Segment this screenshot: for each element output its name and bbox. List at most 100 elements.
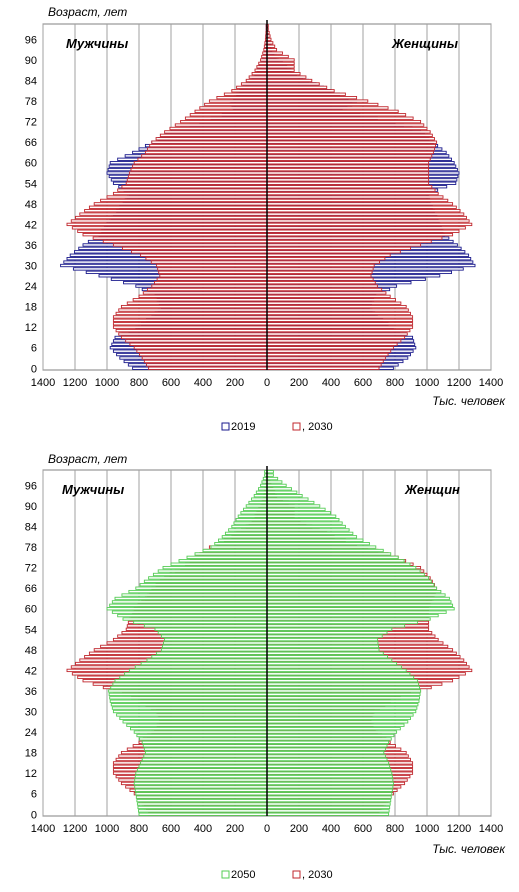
x-tick-label: 1400: [31, 823, 55, 835]
x-tick-label: 400: [322, 823, 340, 835]
y-tick-label: 42: [25, 665, 37, 677]
y-tick-label: 54: [25, 624, 37, 636]
bar-female-2030-age-66: [266, 140, 438, 144]
bar-female-2050-age-66: [266, 586, 438, 590]
y-tick-label: 18: [25, 302, 37, 314]
bar-female-2030-age-89: [266, 61, 295, 66]
bar-male-2030-age-58: [130, 167, 268, 172]
bar-female-2030-age-41: [266, 226, 466, 230]
bar-female-2030-age-82: [266, 85, 328, 90]
bar-male-2050-age-41: [124, 672, 268, 676]
bar-female-2030-age-61: [266, 157, 431, 161]
bar-male-2050-age-35: [108, 692, 268, 697]
bar-female-2030-age-26: [266, 277, 374, 281]
bar-female-2050-age-5: [266, 795, 392, 799]
bar-male-2050-age-45: [146, 658, 268, 662]
bar-male-2030-age-57: [128, 171, 268, 175]
y-tick-label: 78: [25, 542, 37, 554]
x-tick-label: 1200: [63, 377, 87, 389]
x-tick-label: 200: [226, 823, 244, 835]
bar-female-2050-age-52: [266, 634, 383, 638]
bar-male-2030-age-31: [150, 260, 268, 264]
bar-male-2050-age-94: [255, 490, 268, 494]
bar-female-2030-age-38: [266, 236, 443, 240]
bar-male-2030-age-85: [248, 75, 268, 79]
legend-label: , 2030: [302, 421, 333, 433]
bar-female-2030-age-23: [266, 287, 383, 292]
y-tick-label: 30: [25, 261, 37, 273]
bar-female-2050-age-73: [266, 562, 411, 566]
bar-male-2050-age-52: [160, 634, 268, 638]
x-tick-label: 800: [386, 823, 404, 835]
bar-male-2030-age-67: [155, 137, 268, 141]
y-tick-label: 66: [25, 583, 37, 595]
bar-female-2050-age-68: [266, 579, 432, 583]
pyramid-chart-2019-2030: 0 6 12 18 24 30 36 42 48 54 60 66 72 78 84 90 96 1400 1200…: [25, 5, 507, 433]
bar-female-2050-age-91: [266, 500, 315, 505]
bar-male-2050-age-0: [138, 812, 268, 816]
bar-female-2030-age-24: [266, 284, 378, 288]
bar-female-2050-age-45: [266, 658, 393, 662]
bar-female-2030-age-87: [266, 68, 295, 72]
bar-female-2030-age-35: [266, 246, 411, 251]
bar-female-2030-age-83: [266, 82, 320, 86]
bar-female-2030-age-70: [266, 126, 428, 131]
bar-female-2030-age-48: [266, 202, 454, 206]
bar-male-2050-age-96: [260, 483, 268, 488]
bar-male-2050-age-75: [186, 555, 268, 560]
bar-male-2030-age-72: [180, 119, 268, 124]
x-tick-label: 800: [386, 377, 404, 389]
bar-female-2030-age-8: [266, 339, 402, 343]
bar-male-2030-age-34: [131, 250, 268, 254]
legend-label: 2050: [231, 869, 255, 881]
bar-male-2030-age-26: [156, 277, 268, 281]
bar-female-2050-age-70: [266, 572, 425, 577]
bar-female-2030-age-93: [266, 48, 278, 52]
bar-female-2050-age-92: [266, 497, 309, 501]
bar-female-2050-age-84: [266, 524, 346, 529]
bar-female-2050-age-55: [266, 624, 406, 628]
bar-female-2050-age-11: [266, 774, 393, 779]
bar-male-2050-age-33: [109, 699, 268, 703]
bar-female-2050-age-3: [266, 802, 391, 806]
bar-male-2030-age-81: [231, 89, 268, 93]
bar-male-2030-age-29: [157, 267, 268, 271]
y-tick-label: 0: [31, 363, 37, 375]
bar-male-2050-age-51: [164, 637, 268, 642]
bar-female-2030-age-77: [266, 102, 379, 107]
bar-male-2050-age-84: [231, 524, 268, 529]
bar-female-2030-age-9: [266, 335, 406, 340]
bar-female-2050-age-32: [266, 703, 419, 707]
bar-female-2030-age-37: [266, 239, 432, 244]
bar-male-2030-age-45: [79, 212, 268, 216]
bar-female-2030-age-55: [266, 178, 430, 182]
bar-female-2050-age-39: [266, 679, 418, 683]
bar-female-2030-age-68: [266, 133, 433, 137]
bar-male-2030-age-83: [240, 82, 268, 86]
bar-male-2050-age-49: [162, 644, 268, 649]
bar-female-2030-age-45: [266, 212, 465, 216]
y-tick-label: 84: [25, 522, 37, 534]
bar-female-2030-age-31: [266, 260, 380, 264]
bar-female-2050-age-61: [266, 603, 454, 607]
bar-male-2050-age-46: [151, 655, 268, 659]
bar-female-2050-age-47: [266, 651, 384, 655]
y-tick-label: 48: [25, 199, 37, 211]
bar-male-2030-age-17: [118, 308, 268, 312]
bar-male-2050-age-21: [141, 740, 268, 744]
bar-male-2050-age-65: [128, 589, 268, 594]
male-side-label: Мужчины: [66, 36, 128, 51]
bar-female-2030-age-51: [266, 191, 439, 196]
bar-male-2030-age-5: [136, 349, 268, 353]
bar-male-2030-age-78: [208, 99, 268, 103]
bar-male-2030-age-44: [75, 215, 268, 220]
bar-male-2030-age-60: [133, 161, 268, 165]
bar-male-2030-age-32: [145, 257, 268, 261]
bar-female-2050-age-30: [266, 709, 417, 714]
bar-female-2050-age-25: [266, 726, 401, 731]
bar-male-2030-age-84: [245, 78, 268, 83]
bar-male-2030-age-88: [256, 65, 268, 69]
bar-male-2050-age-7: [134, 788, 268, 792]
bar-male-2030-age-13: [112, 322, 268, 326]
bar-female-2050-age-43: [266, 665, 402, 669]
